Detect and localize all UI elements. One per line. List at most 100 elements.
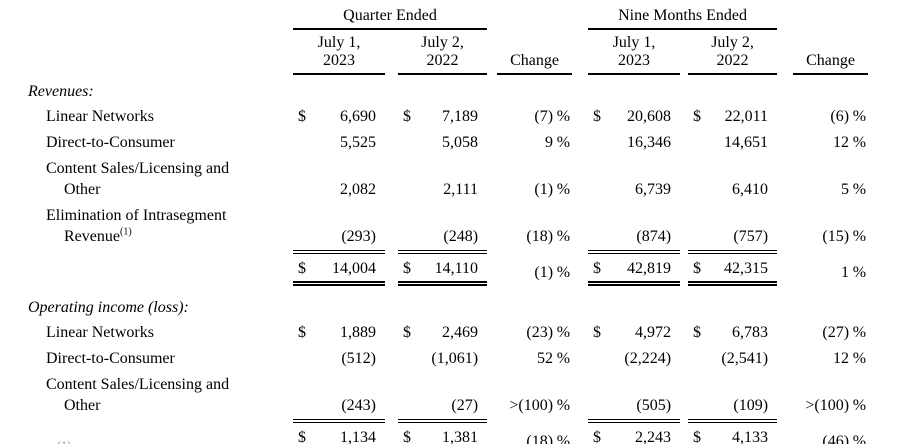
change-cell: (23)% [497,320,572,346]
date-line1: July 1, [317,34,361,51]
amount-cell: $20,608 [588,104,680,130]
date-line2: 2022 [426,52,459,69]
row-label-line1: Content Sales/Licensing and [46,160,230,177]
row-label: Direct-to-Consumer [46,350,175,367]
column-spacer [777,156,793,203]
column-spacer [487,372,497,419]
dollar-sign: $ [593,260,602,277]
column-spacer [385,250,398,286]
amount-value: 14,004 [332,260,376,277]
column-spacer [680,203,688,250]
amount-value: (109) [733,397,769,414]
total-amount-cell: $1,134 [293,419,385,444]
period-group-heading-quarter: Quarter Ended [293,6,488,30]
dollar-sign: $ [298,260,306,277]
change-value: (7) [534,108,554,125]
total-amount-cell: $14,110 [398,250,488,286]
column-spacer [680,372,688,419]
total-amount-cell: $42,315 [688,250,778,286]
column-spacer [680,320,688,346]
column-spacer [385,130,398,156]
amount-value: (243) [341,397,376,414]
amount-value: (248) [443,228,479,245]
column-spacer [487,320,497,346]
column-date-heading: July 1, 2023 [588,30,681,75]
column-spacer [385,372,398,419]
percent-sign: % [556,181,571,198]
dollar-sign: $ [298,429,306,444]
amount-cell: 5,525 [293,130,385,156]
percent-sign: % [556,397,571,414]
change-column-spacer [793,6,868,30]
column-spacer [572,250,588,286]
change-value: 9 [545,134,554,151]
amount-value: 5,058 [442,134,479,151]
amount-cell: $2,469 [398,320,487,346]
change-cell: >(100)% [793,372,868,419]
amount-value: (293) [341,228,376,245]
total-amount-cell: $42,819 [588,250,681,286]
amount-value: 14,651 [724,134,769,151]
amount-cell: 16,346 [588,130,680,156]
percent-sign: % [852,108,867,125]
amount-value: 6,783 [732,324,769,341]
amount-cell: (248) [398,203,487,250]
change-value: >(100) [509,397,554,414]
amount-cell: 14,651 [688,130,777,156]
change-value: (18) [526,228,554,245]
table-row: Operating income (loss): [0,286,868,320]
amount-value: 6,739 [635,181,672,198]
amount-value: 2,243 [635,429,672,444]
dollar-sign: $ [403,324,411,341]
percent-sign: % [852,433,867,444]
amount-cell: 6,410 [688,156,777,203]
change-column-spacer [497,6,572,30]
row-label-line2: Other [64,397,101,414]
change-cell: 5% [793,156,868,203]
row-label-line1: Elimination of Intrasegment [46,207,227,224]
amount-value: 14,110 [434,260,479,277]
date-line1: July 1, [612,34,656,51]
row-label: Content Sales/Licensing and Other [0,372,293,419]
percent-sign: % [852,397,867,414]
change-value: 5 [841,181,850,198]
column-spacer [680,346,688,372]
table-row: Content Sales/Licensing and Other (243) … [0,372,868,419]
change-value: >(100) [805,397,850,414]
amount-value: 16,346 [627,134,672,151]
column-spacer [572,203,588,250]
dollar-sign: $ [298,108,306,125]
column-spacer [385,156,398,203]
change-value: (23) [526,324,554,341]
period-group-heading-nine-months: Nine Months Ended [588,6,778,30]
change-cell: 1% [793,250,868,286]
change-value: 52 [537,350,554,367]
amount-cell: $1,889 [293,320,385,346]
column-spacer [572,6,588,30]
amount-cell: $6,690 [293,104,385,130]
column-spacer [487,346,497,372]
column-spacer [385,419,398,444]
row-label: Direct-to-Consumer [46,134,175,151]
column-spacer [487,104,497,130]
dollar-sign: $ [693,108,702,125]
total-amount-cell: $2,243 [588,419,681,444]
percent-sign: % [556,324,571,341]
change-cell: (27)% [793,320,868,346]
change-value: (15) [822,228,850,245]
change-cell: >(100)% [497,372,572,419]
amount-value: (2,541) [721,350,769,367]
column-spacer [487,250,497,286]
change-cell: 9% [497,130,572,156]
amount-value: 2,111 [443,181,479,198]
amount-value: 2,082 [340,181,376,198]
percent-sign: % [852,181,867,198]
row-label: Linear Networks [46,324,154,341]
amount-cell: $6,783 [688,320,777,346]
column-spacer [385,320,398,346]
percent-sign: % [852,324,867,341]
column-spacer [680,419,688,444]
amount-cell: (512) [293,346,385,372]
column-spacer [487,6,497,30]
